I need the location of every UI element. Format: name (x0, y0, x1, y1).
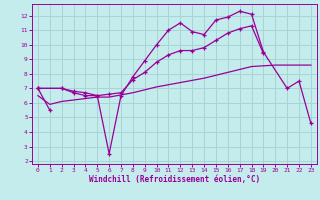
X-axis label: Windchill (Refroidissement éolien,°C): Windchill (Refroidissement éolien,°C) (89, 175, 260, 184)
